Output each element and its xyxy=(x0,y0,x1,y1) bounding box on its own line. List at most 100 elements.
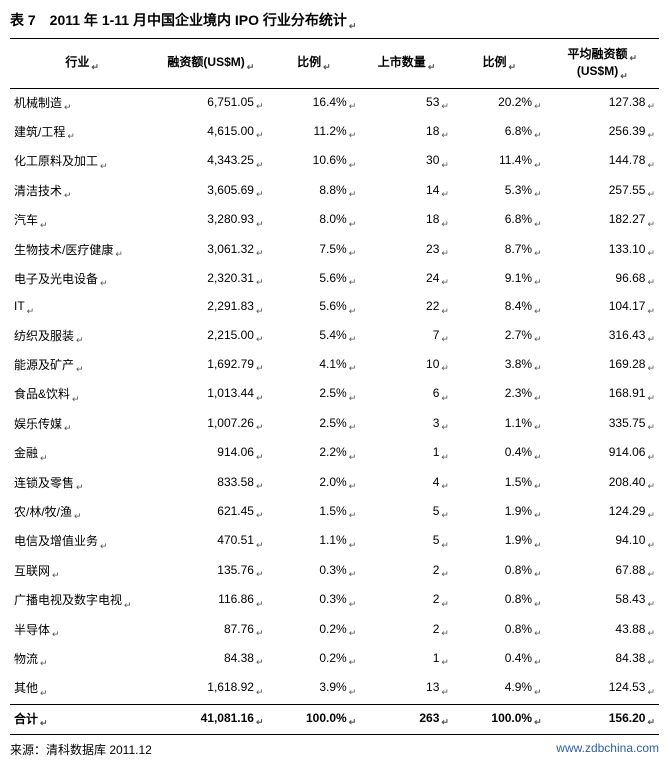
cell-avg: 127.38↵ xyxy=(546,88,659,118)
table-row: IT↵2,291.83↵5.6%↵22↵8.4%↵104.17↵ xyxy=(10,294,659,321)
cell-pct1: 10.6%↵ xyxy=(268,147,361,176)
cell-avg: 67.88↵ xyxy=(546,557,659,586)
cell-avg: 124.29↵ xyxy=(546,498,659,527)
cell-count: 3↵ xyxy=(360,410,453,439)
cell-avg: 144.78↵ xyxy=(546,147,659,176)
cell-industry: 其他↵ xyxy=(10,674,154,704)
cell-pct1: 3.9%↵ xyxy=(268,674,361,704)
cell-amount: 135.76↵ xyxy=(154,557,267,586)
cell-avg: 914.06↵ xyxy=(546,439,659,468)
cell-amount: 3,280.93↵ xyxy=(154,206,267,235)
cell-pct1: 0.2%↵ xyxy=(268,616,361,645)
cell-pct2: 0.8%↵ xyxy=(453,586,546,615)
cell-count: 13↵ xyxy=(360,674,453,704)
cell-industry: 金融↵ xyxy=(10,439,154,468)
cell-amount: 116.86↵ xyxy=(154,586,267,615)
cell-pct2: 5.3%↵ xyxy=(453,177,546,206)
cell-pct1: 8.0%↵ xyxy=(268,206,361,235)
col-industry: 行业↵ xyxy=(10,38,154,88)
cell-pct2: 0.8%↵ xyxy=(453,616,546,645)
cell-pct2: 11.4%↵ xyxy=(453,147,546,176)
cell-pct2: 6.8%↵ xyxy=(453,206,546,235)
table-row: 娱乐传媒↵1,007.26↵2.5%↵3↵1.1%↵335.75↵ xyxy=(10,410,659,439)
cell-count: 53↵ xyxy=(360,88,453,118)
cell-pct2: 9.1%↵ xyxy=(453,265,546,294)
cell-industry: 化工原料及加工↵ xyxy=(10,147,154,176)
table-title: 表 7 2011 年 1-11 月中国企业境内 IPO 行业分布统计↵ xyxy=(10,10,659,32)
cell-industry: 半导体↵ xyxy=(10,616,154,645)
table-row: 互联网↵135.76↵0.3%↵2↵0.8%↵67.88↵ xyxy=(10,557,659,586)
table-row: 生物技术/医疗健康↵3,061.32↵7.5%↵23↵8.7%↵133.10↵ xyxy=(10,236,659,265)
cell-pct2: 20.2%↵ xyxy=(453,88,546,118)
cell-amount: 2,291.83↵ xyxy=(154,294,267,321)
cell-industry: 机械制造↵ xyxy=(10,88,154,118)
cell-pct2: 1.9%↵ xyxy=(453,527,546,556)
cell-pct1: 5.6%↵ xyxy=(268,294,361,321)
cell-count: 14↵ xyxy=(360,177,453,206)
table-row: 纺织及服装↵2,215.00↵5.4%↵7↵2.7%↵316.43↵ xyxy=(10,322,659,351)
cell-pct2: 3.8%↵ xyxy=(453,351,546,380)
cell-pct2: 8.4%↵ xyxy=(453,294,546,321)
table-row: 能源及矿产↵1,692.79↵4.1%↵10↵3.8%↵169.28↵ xyxy=(10,351,659,380)
cell-industry: 电子及光电设备↵ xyxy=(10,265,154,294)
cell-count: 18↵ xyxy=(360,206,453,235)
cell-count: 2↵ xyxy=(360,557,453,586)
table-row: 半导体↵87.76↵0.2%↵2↵0.8%↵43.88↵ xyxy=(10,616,659,645)
cell-industry: 连锁及零售↵ xyxy=(10,469,154,498)
cell-industry: 物流↵ xyxy=(10,645,154,674)
cell-amount: 4,615.00↵ xyxy=(154,118,267,147)
cell-pct1: 1.5%↵ xyxy=(268,498,361,527)
cell-pct1: 11.2%↵ xyxy=(268,118,361,147)
cell-avg: 168.91↵ xyxy=(546,380,659,409)
table-row: 农/林/牧/渔↵621.45↵1.5%↵5↵1.9%↵124.29↵ xyxy=(10,498,659,527)
col-amount: 融资额(US$M)↵ xyxy=(154,38,267,88)
cell-pct2: 6.8%↵ xyxy=(453,118,546,147)
cell-industry: 互联网↵ xyxy=(10,557,154,586)
cell-amount: 41,081.16↵ xyxy=(154,704,267,734)
cell-industry: 农/林/牧/渔↵ xyxy=(10,498,154,527)
table-row: 化工原料及加工↵4,343.25↵10.6%↵30↵11.4%↵144.78↵ xyxy=(10,147,659,176)
cell-pct1: 2.2%↵ xyxy=(268,439,361,468)
table-row: 食品&饮料↵1,013.44↵2.5%↵6↵2.3%↵168.91↵ xyxy=(10,380,659,409)
cell-amount: 84.38↵ xyxy=(154,645,267,674)
cell-avg: 43.88↵ xyxy=(546,616,659,645)
cell-industry: 纺织及服装↵ xyxy=(10,322,154,351)
cell-pct1: 4.1%↵ xyxy=(268,351,361,380)
cell-pct1: 5.6%↵ xyxy=(268,265,361,294)
cell-industry: 食品&饮料↵ xyxy=(10,380,154,409)
table-row: 机械制造↵6,751.05↵16.4%↵53↵20.2%↵127.38↵ xyxy=(10,88,659,118)
cell-industry: 汽车↵ xyxy=(10,206,154,235)
cell-avg: 182.27↵ xyxy=(546,206,659,235)
title-text: 表 7 2011 年 1-11 月中国企业境内 IPO 行业分布统计 xyxy=(10,12,347,28)
cell-amount: 2,320.31↵ xyxy=(154,265,267,294)
cell-pct2: 0.4%↵ xyxy=(453,645,546,674)
table-row: 合计↵41,081.16↵100.0%↵263↵100.0%↵156.20↵ xyxy=(10,704,659,734)
header-row: 行业↵ 融资额(US$M)↵ 比例↵ 上市数量↵ 比例↵ 平均融资额↵ (US$… xyxy=(10,38,659,88)
cell-count: 5↵ xyxy=(360,527,453,556)
cell-amount: 1,007.26↵ xyxy=(154,410,267,439)
cell-amount: 3,061.32↵ xyxy=(154,236,267,265)
cell-count: 1↵ xyxy=(360,439,453,468)
cell-pct1: 5.4%↵ xyxy=(268,322,361,351)
cell-avg: 104.17↵ xyxy=(546,294,659,321)
cell-pct1: 7.5%↵ xyxy=(268,236,361,265)
cell-industry: 电信及增值业务↵ xyxy=(10,527,154,556)
table-row: 其他↵1,618.92↵3.9%↵13↵4.9%↵124.53↵ xyxy=(10,674,659,704)
cell-industry: 娱乐传媒↵ xyxy=(10,410,154,439)
table-row: 电信及增值业务↵470.51↵1.1%↵5↵1.9%↵94.10↵ xyxy=(10,527,659,556)
cell-amount: 4,343.25↵ xyxy=(154,147,267,176)
cell-count: 263↵ xyxy=(360,704,453,734)
cell-avg: 335.75↵ xyxy=(546,410,659,439)
cell-amount: 621.45↵ xyxy=(154,498,267,527)
cell-amount: 914.06↵ xyxy=(154,439,267,468)
cell-avg: 94.10↵ xyxy=(546,527,659,556)
cell-amount: 1,618.92↵ xyxy=(154,674,267,704)
table-row: 物流↵84.38↵0.2%↵1↵0.4%↵84.38↵ xyxy=(10,645,659,674)
url-text: www.zdbchina.com xyxy=(556,741,659,755)
table-row: 金融↵914.06↵2.2%↵1↵0.4%↵914.06↵ xyxy=(10,439,659,468)
cell-pct2: 2.3%↵ xyxy=(453,380,546,409)
cell-pct2: 2.7%↵ xyxy=(453,322,546,351)
cell-industry: 广播电视及数字电视↵ xyxy=(10,586,154,615)
table-row: 广播电视及数字电视↵116.86↵0.3%↵2↵0.8%↵58.43↵ xyxy=(10,586,659,615)
cell-amount: 1,692.79↵ xyxy=(154,351,267,380)
